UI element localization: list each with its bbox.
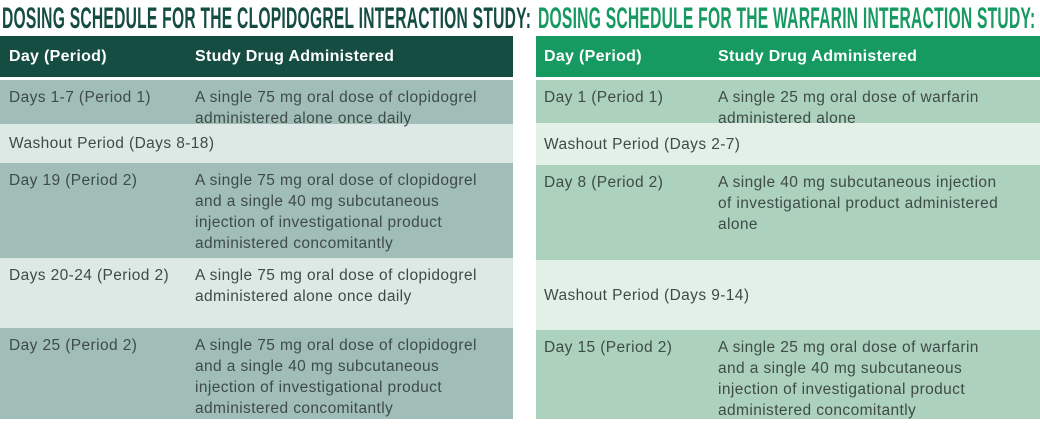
day-cell: Day 19 (Period 2) <box>9 172 138 189</box>
day-cell: Days 20-24 (Period 2) <box>9 267 170 284</box>
day-cell: Day 15 (Period 2) <box>544 339 673 356</box>
warfarin-dosing-table: Day (Period) Study Drug Administered Day… <box>536 36 1040 419</box>
washout-row: Washout Period (Days 8-18) <box>0 124 513 163</box>
drug-cell: A single 75 mg oral dose of clopidogrel … <box>195 267 477 305</box>
column-header-day: Day (Period) <box>544 47 642 65</box>
day-cell: Day 25 (Period 2) <box>9 337 138 354</box>
day-cell: Day 1 (Period 1) <box>544 89 664 106</box>
table-row: Days 20-24 (Period 2) A single 75 mg ora… <box>0 258 513 328</box>
warfarin-study-section: DOSING SCHEDULE FOR THE WARFARIN INTERAC… <box>536 0 1040 425</box>
washout-cell: Washout Period (Days 2-7) <box>544 135 741 153</box>
day-cell: Day 8 (Period 2) <box>544 174 664 191</box>
drug-cell: A single 25 mg oral dose of warfarin adm… <box>718 89 979 127</box>
washout-cell: Washout Period (Days 9-14) <box>544 286 750 304</box>
drug-cell: A single 75 mg oral dose of clopidogrel … <box>195 172 477 252</box>
table-row: Days 1-7 (Period 1) A single 75 mg oral … <box>0 80 513 127</box>
warfarin-section-title: DOSING SCHEDULE FOR THE WARFARIN INTERAC… <box>538 2 1036 35</box>
drug-cell: A single 75 mg oral dose of clopidogrel … <box>195 337 477 417</box>
table-row: Day 25 (Period 2) A single 75 mg oral do… <box>0 328 513 419</box>
drug-cell: A single 75 mg oral dose of clopidogrel … <box>195 89 477 127</box>
drug-cell: A single 25 mg oral dose of warfarin and… <box>718 339 979 419</box>
table-row: Day 19 (Period 2) A single 75 mg oral do… <box>0 163 513 258</box>
washout-row: Washout Period (Days 9-14) <box>536 260 1040 330</box>
drug-cell: A single 40 mg subcutaneous injection of… <box>718 174 999 233</box>
table-row: Day 8 (Period 2) A single 40 mg subcutan… <box>536 165 1040 260</box>
clopidogrel-section-title: DOSING SCHEDULE FOR THE CLOPIDOGREL INTE… <box>2 2 532 35</box>
table-header-row: Day (Period) Study Drug Administered <box>536 36 1040 77</box>
column-header-day: Day (Period) <box>9 47 107 65</box>
table-row: Day 1 (Period 1) A single 25 mg oral dos… <box>536 80 1040 127</box>
column-header-drug: Study Drug Administered <box>718 47 918 65</box>
column-header-drug: Study Drug Administered <box>195 47 395 65</box>
washout-cell: Washout Period (Days 8-18) <box>9 135 215 152</box>
clopidogrel-study-section: DOSING SCHEDULE FOR THE CLOPIDOGREL INTE… <box>0 0 531 425</box>
washout-row: Washout Period (Days 2-7) <box>536 123 1040 165</box>
day-cell: Days 1-7 (Period 1) <box>9 89 151 106</box>
table-header-row: Day (Period) Study Drug Administered <box>0 36 513 77</box>
table-row: Day 15 (Period 2) A single 25 mg oral do… <box>536 330 1040 419</box>
clopidogrel-dosing-table: Day (Period) Study Drug Administered Day… <box>0 36 513 419</box>
